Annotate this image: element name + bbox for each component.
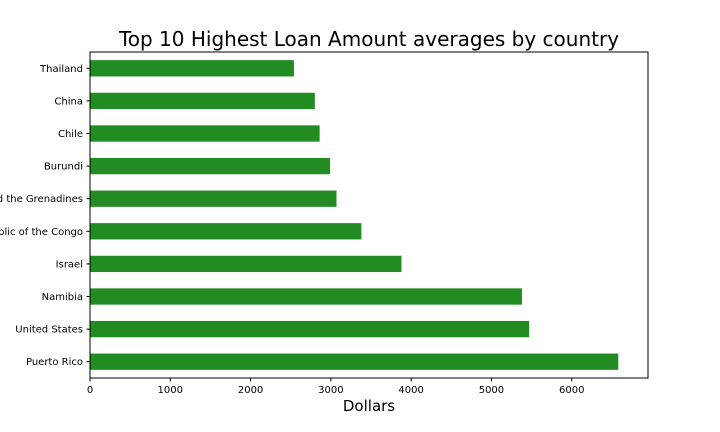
x-tick-label: 0	[87, 385, 93, 396]
y-tick-label: Chile	[58, 129, 83, 140]
bar-republic-of-the-congo	[90, 223, 362, 240]
bars-group	[90, 60, 619, 370]
y-axis-ticks: Puerto Rico United States Namibia Israel Rep…	[0, 64, 90, 368]
x-axis-ticks: 0 1000 2000 3000 4000 5000 6000	[87, 378, 584, 396]
y-tick-label: Republic of the Congo	[0, 227, 83, 238]
x-tick-label: 6000	[559, 385, 584, 396]
y-tick-label: Puerto Rico	[26, 357, 83, 368]
y-tick-label: Burundi	[44, 162, 83, 173]
bar-china	[90, 92, 315, 110]
bar-burundi	[90, 157, 331, 175]
plot-frame	[89, 51, 649, 379]
bar-puerto-rico	[90, 353, 619, 370]
x-tick-label: 2000	[238, 385, 263, 396]
x-axis-label: Dollars	[343, 397, 395, 415]
chart-title: Top 10 Highest Loan Amount averages by c…	[118, 27, 619, 51]
bar-israel	[90, 255, 402, 273]
x-tick-label: 4000	[398, 385, 423, 396]
bar-namibia	[90, 288, 522, 305]
bar-united-states	[90, 320, 530, 338]
bar-saint-vincent-and-the-grenadines	[90, 190, 337, 207]
x-tick-label: 3000	[318, 385, 343, 396]
bar-thailand	[90, 60, 294, 77]
y-tick-label: Israel	[56, 259, 83, 270]
x-tick-label: 5000	[479, 385, 504, 396]
y-tick-label: Namibia	[42, 292, 83, 303]
x-tick-label: 1000	[158, 385, 183, 396]
y-tick-label: Saint Vincent and the Grenadines	[0, 194, 83, 205]
bar-chile	[90, 125, 320, 142]
y-tick-label: China	[54, 96, 83, 107]
y-tick-label: Thailand	[39, 64, 83, 75]
y-tick-label: United States	[15, 325, 83, 336]
